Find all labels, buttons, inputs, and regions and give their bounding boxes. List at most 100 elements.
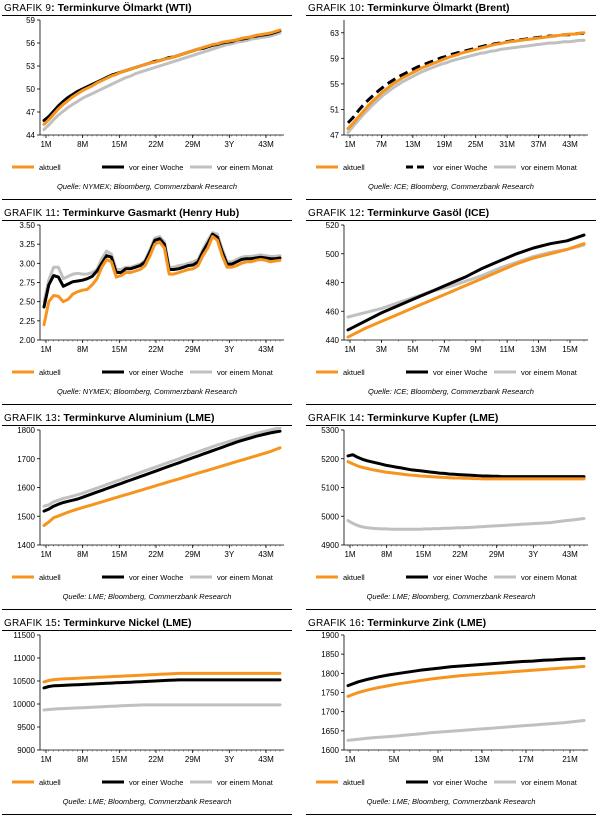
legend-label: aktuell — [343, 573, 365, 582]
x-tick-label: 1M — [344, 345, 355, 354]
x-tick-label: 15M — [112, 755, 128, 764]
series-line-vor-einer-woche — [42, 678, 282, 690]
chart-source: Quelle: NYMEX; Bloomberg, Commerzbank Re… — [56, 182, 238, 191]
source-rule — [306, 609, 596, 610]
chart-svg-nickel: 9000 9500 10000 10500 11000 11500 1M 8M 15M 22M 29… — [12, 632, 284, 787]
x-tick-label: 1M — [40, 550, 51, 559]
series-line-vor-einem-monat — [42, 703, 282, 712]
y-tick-label: 440 — [326, 336, 340, 345]
x-tick-label: 13M — [531, 345, 547, 354]
chart-svg-zink: 1600 1650 1700 1750 1800 1850 1900 1M 5M 9M 13M 17M… — [316, 632, 588, 787]
y-tick-label: 10000 — [13, 700, 36, 709]
series-line-aktuell — [42, 671, 282, 684]
chart-svg-wti: 44 47 50 53 56 59 1M 8M 15M 22M 29M 3Y 43M aktuell vor… — [12, 17, 284, 172]
y-tick-label: 9000 — [17, 746, 35, 755]
legend-label: aktuell — [39, 778, 61, 787]
x-tick-label: 13M — [405, 140, 421, 149]
chart-svg-kupfer: 4900 5000 5100 5200 5300 1M 8M 15M 22M 29M 3Y 43M ak… — [316, 427, 588, 582]
y-tick-label: 53 — [26, 62, 35, 71]
chart-source: Quelle: LME; Bloomberg, Commerzbank Rese… — [366, 797, 536, 806]
source-rule — [2, 814, 292, 815]
y-tick-label: 1700 — [17, 455, 35, 464]
legend-label: aktuell — [39, 573, 61, 582]
chart-panel-kupfer: GRAFIK 14: Terminkurve Kupfer (LME) 4900… — [306, 412, 596, 614]
chart-title: GRAFIK 14: Terminkurve Kupfer (LME) — [308, 412, 499, 424]
series-line-aktuell — [346, 664, 586, 698]
y-tick-label: 63 — [330, 29, 339, 38]
chart-panel-zink: GRAFIK 16: Terminkurve Zink (LME) 1600 16… — [306, 617, 596, 819]
y-tick-label: 480 — [326, 279, 340, 288]
series-line-vor-einer-woche — [346, 453, 586, 479]
x-tick-label: 43M — [258, 550, 274, 559]
x-tick-label: 8M — [77, 755, 88, 764]
y-tick-label: 11500 — [13, 632, 35, 640]
y-tick-label: 5100 — [321, 484, 339, 493]
y-tick-label: 5200 — [321, 455, 339, 464]
legend-label: vor einer Woche — [433, 778, 487, 787]
source-rule — [306, 814, 596, 815]
x-tick-label: 22M — [148, 140, 164, 149]
y-tick-label: 2.50 — [19, 298, 35, 307]
y-tick-label: 1400 — [17, 541, 35, 550]
x-tick-label: 5M — [388, 755, 399, 764]
x-tick-label: 1M — [40, 755, 51, 764]
x-tick-label: 17M — [518, 755, 534, 764]
chart-title: GRAFIK 9: Terminkurve Ölmarkt (WTI) — [4, 2, 192, 14]
chart-title: GRAFIK 11: Terminkurve Gasmarkt (Henry H… — [4, 207, 240, 219]
x-tick-label: 29M — [185, 755, 201, 764]
source-rule — [306, 404, 596, 405]
y-tick-label: 51 — [330, 105, 339, 114]
chart-title: GRAFIK 13: Terminkurve Aluminium (LME) — [4, 412, 215, 424]
x-tick-label: 25M — [468, 140, 484, 149]
legend-label: vor einem Monat — [521, 368, 578, 377]
chart-title: GRAFIK 12: Terminkurve Gasöl (ICE) — [308, 207, 490, 219]
y-tick-label: 59 — [330, 54, 339, 63]
x-tick-label: 8M — [77, 140, 88, 149]
series-line-vor-einer-woche — [42, 429, 282, 513]
y-tick-label: 3.50 — [19, 222, 35, 230]
y-tick-label: 1600 — [321, 746, 339, 755]
series-line-vor-einer-woche — [42, 232, 282, 309]
series-line-vor-einem-monat — [346, 243, 586, 319]
x-tick-label: 3Y — [224, 550, 234, 559]
x-tick-label: 9M — [432, 755, 443, 764]
series-line-aktuell — [42, 235, 282, 327]
series-line-vor-einem-monat — [42, 231, 282, 304]
chart-source: Quelle: ICE; Bloomberg, Commerzbank Rese… — [368, 182, 534, 191]
y-tick-label: 1750 — [321, 689, 339, 698]
chart-panel-nickel: GRAFIK 15: Terminkurve Nickel (LME) 9000… — [2, 617, 292, 819]
y-tick-label: 9500 — [17, 723, 35, 732]
y-tick-label: 2.25 — [19, 317, 35, 326]
x-tick-label: 15M — [562, 345, 578, 354]
x-tick-label: 15M — [416, 550, 432, 559]
chart-title: GRAFIK 10: Terminkurve Ölmarkt (Brent) — [308, 2, 510, 14]
chart-svg-gasoel: 440 460 480 500 520 1M 3M 5M 7M 9M 11M 13M 15M aktuel… — [316, 222, 588, 377]
y-tick-label: 1650 — [321, 727, 339, 736]
series-line-vor-einem-monat — [346, 38, 586, 134]
x-tick-label: 1M — [40, 140, 51, 149]
legend-label: aktuell — [39, 163, 61, 172]
x-tick-label: 3Y — [224, 140, 234, 149]
x-tick-label: 3Y — [528, 550, 538, 559]
source-rule — [2, 609, 292, 610]
y-tick-label: 2.75 — [19, 279, 35, 288]
series-line-vor-einer-woche — [42, 29, 282, 122]
series-line-vor-einem-monat — [42, 31, 282, 132]
chart-svg-aluminium: 1400 1500 1600 1700 1800 1M 8M 15M 22M 29M 3Y 43M ak… — [12, 427, 284, 582]
legend-label: vor einem Monat — [217, 573, 274, 582]
y-tick-label: 4900 — [321, 541, 339, 550]
chart-source: Quelle: ICE; Bloomberg, Commerzbank Rese… — [368, 387, 534, 396]
chart-source: Quelle: NYMEX; Bloomberg, Commerzbank Re… — [56, 387, 238, 396]
x-tick-label: 22M — [452, 550, 468, 559]
x-tick-label: 22M — [148, 550, 164, 559]
source-rule — [2, 199, 292, 200]
y-tick-label: 3.25 — [19, 240, 35, 249]
y-tick-label: 1800 — [17, 427, 35, 435]
y-tick-label: 2.00 — [19, 336, 35, 345]
chart-title: GRAFIK 16: Terminkurve Zink (LME) — [308, 617, 487, 629]
y-tick-label: 1850 — [321, 650, 339, 659]
legend-label: vor einer Woche — [129, 163, 183, 172]
legend-label: vor einem Monat — [217, 163, 274, 172]
chart-panel-gasoel: GRAFIK 12: Terminkurve Gasöl (ICE) 440 46… — [306, 207, 596, 409]
series-line-vor-einer-woche — [346, 233, 586, 332]
